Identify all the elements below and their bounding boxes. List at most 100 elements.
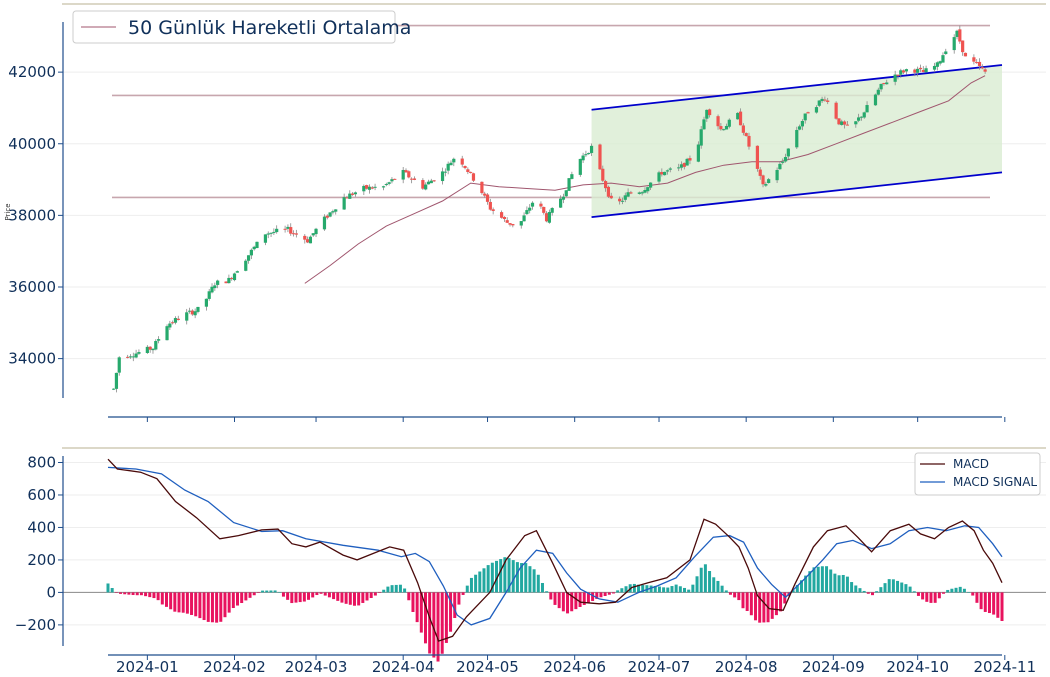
candle-up — [873, 94, 878, 106]
histogram-bar-positive — [845, 576, 849, 593]
macd-x-tick-label: 2024-07 — [628, 658, 691, 676]
candle-down — [977, 61, 982, 66]
histogram-bar-positive — [804, 575, 808, 593]
histogram-bar-positive — [524, 563, 528, 593]
candle-down — [921, 69, 925, 73]
histogram-bar-positive — [382, 589, 386, 593]
candle-up — [817, 100, 821, 106]
candle-up — [157, 339, 161, 341]
histogram-bar-negative — [315, 592, 319, 596]
candle-up — [216, 280, 220, 285]
histogram-bar-positive — [724, 590, 728, 593]
candle-down — [176, 318, 180, 320]
candle-up — [440, 171, 445, 182]
price-y-tick-label: 38000 — [8, 206, 56, 224]
candle-down — [289, 227, 293, 234]
candle-down — [432, 180, 436, 182]
histogram-bar-negative — [566, 592, 570, 614]
candle-down — [834, 102, 838, 119]
candle-up — [679, 164, 684, 168]
price-legend-box — [72, 10, 396, 44]
histogram-bar-negative — [340, 592, 344, 603]
histogram-bar-negative — [423, 592, 427, 644]
histogram-bar-positive — [632, 583, 636, 593]
histogram-bar-positive — [528, 566, 532, 593]
candle-down — [483, 193, 487, 196]
histogram-bar-positive — [674, 584, 678, 593]
histogram-bar-negative — [240, 592, 244, 604]
histogram-bar-positive — [390, 585, 394, 593]
histogram-bar-positive — [883, 583, 887, 593]
candle-up — [528, 207, 532, 211]
histogram-bar-negative — [561, 592, 565, 612]
candle-up — [367, 186, 372, 190]
candle-up — [820, 98, 824, 102]
candle-up — [429, 180, 433, 184]
candle-up — [187, 310, 192, 312]
candle-up — [646, 187, 650, 192]
histogram-bar-positive — [649, 585, 653, 593]
macd-y-ticks: −200 0 200 400 600 800 — [15, 453, 63, 634]
histogram-bar-negative — [603, 592, 607, 596]
histogram-bar-negative — [227, 592, 231, 613]
candle-up — [775, 169, 779, 181]
histogram-bar-negative — [323, 592, 327, 596]
macd-x-tick-label: 2024-04 — [372, 658, 435, 676]
histogram-bar-negative — [453, 592, 457, 619]
histogram-bar-positive — [265, 590, 269, 593]
histogram-bar-positive — [708, 571, 712, 593]
candle-up — [519, 221, 523, 226]
histogram-bar-negative — [281, 592, 285, 597]
histogram-bar-negative — [123, 592, 127, 595]
candle-up — [944, 51, 948, 55]
histogram-bar-negative — [219, 592, 223, 622]
candle-down — [601, 168, 605, 181]
candle-down — [471, 173, 476, 181]
candle-down — [708, 109, 712, 116]
candle-up — [862, 112, 866, 118]
price-x-ticks — [146, 417, 1006, 422]
candle-up — [173, 318, 178, 323]
histogram-bar-negative — [127, 592, 131, 595]
candle-down — [688, 158, 692, 161]
candle-up — [783, 157, 788, 162]
candle-up — [797, 126, 802, 130]
histogram-bar-negative — [206, 592, 210, 622]
histogram-bar-positive — [799, 580, 803, 593]
histogram-bar-negative — [311, 592, 315, 598]
candle-up — [128, 356, 133, 358]
histogram-bar-negative — [248, 592, 252, 598]
candle-up — [879, 83, 883, 90]
histogram-bar-positive — [962, 588, 966, 593]
candle-up — [185, 312, 189, 321]
candle-up — [696, 144, 700, 162]
histogram-bar-negative — [574, 592, 578, 610]
histogram-bar-negative — [373, 592, 377, 596]
histogram-bar-negative — [152, 592, 156, 599]
histogram-bar-negative — [436, 592, 440, 662]
candle-down — [598, 144, 602, 170]
histogram-bar-negative — [595, 592, 599, 599]
histogram-bar-negative — [432, 592, 436, 658]
legend-ma-label: 50 Günlük Hareketli Ortalama — [128, 17, 411, 39]
candle-up — [587, 152, 591, 154]
candle-up — [904, 69, 909, 72]
histogram-bar-positive — [829, 569, 833, 593]
candle-up — [362, 185, 366, 192]
histogram-bar-positive — [666, 587, 670, 593]
macd-x-tick-label: 2024-02 — [203, 658, 266, 676]
candle-up — [424, 184, 428, 190]
moving-average-group — [304, 75, 986, 284]
candle-up — [137, 352, 141, 354]
macd-x-tick-label: 2024-11 — [973, 658, 1036, 676]
candle-down — [393, 178, 397, 180]
candle-up — [623, 195, 627, 200]
histogram-bar-positive — [624, 586, 628, 593]
candle-down — [975, 62, 979, 64]
candle-up — [561, 196, 566, 200]
histogram-bar-positive — [687, 589, 691, 593]
histogram-bar-negative — [582, 592, 586, 605]
histogram-bar-negative — [770, 592, 774, 619]
histogram-bar-negative — [164, 592, 168, 607]
histogram-bar-negative — [971, 592, 975, 596]
